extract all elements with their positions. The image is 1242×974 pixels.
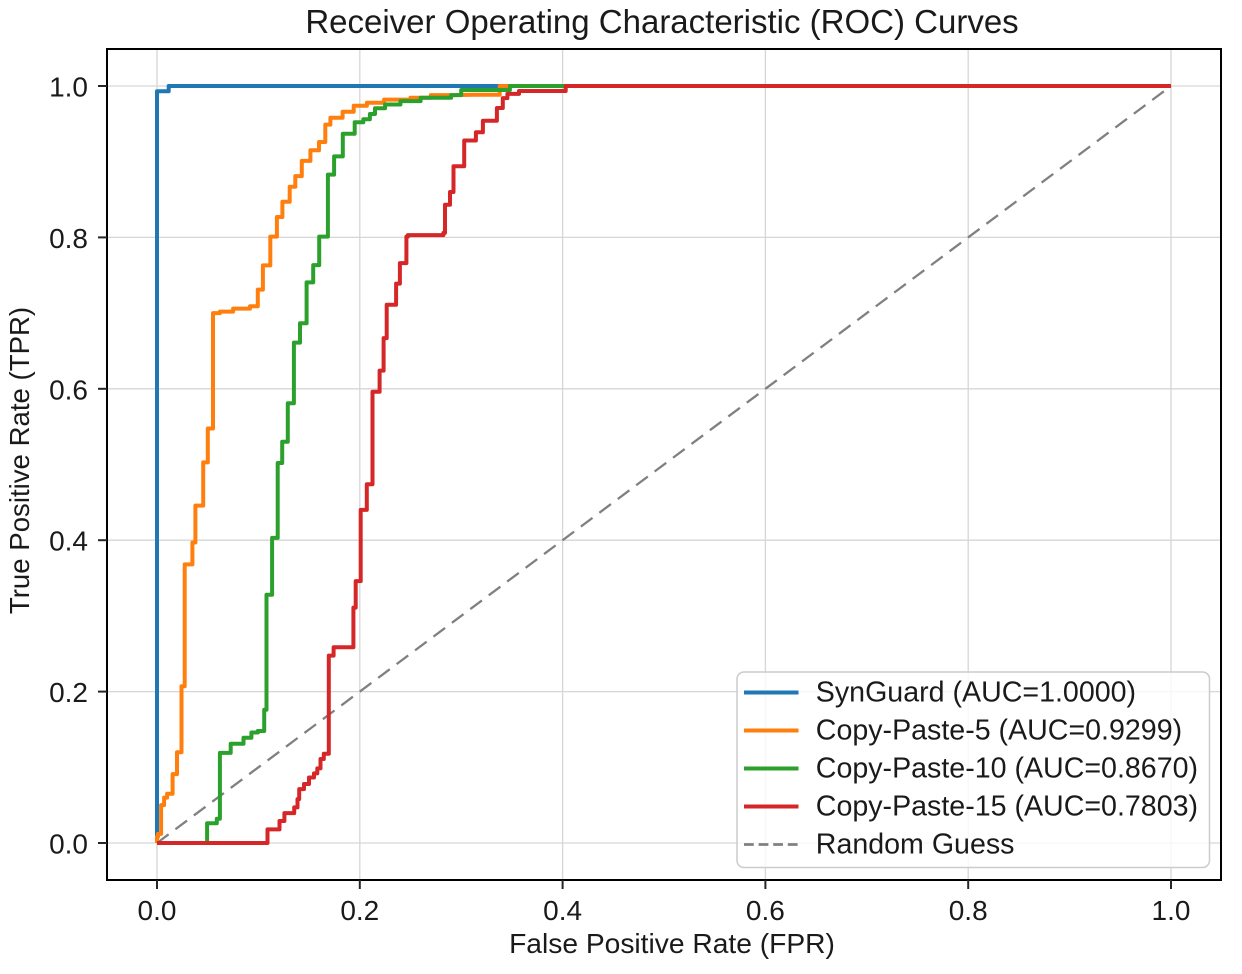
svg-text:Copy-Paste-10 (AUC=0.8670): Copy-Paste-10 (AUC=0.8670) (816, 753, 1198, 785)
svg-text:Receiver Operating Characteris: Receiver Operating Characteristic (ROC) … (305, 3, 1018, 40)
svg-text:0.2: 0.2 (340, 895, 379, 926)
svg-text:0.8: 0.8 (949, 895, 988, 926)
svg-text:0.0: 0.0 (49, 829, 88, 860)
svg-text:False Positive Rate (FPR): False Positive Rate (FPR) (509, 927, 835, 959)
svg-text:Copy-Paste-5 (AUC=0.9299): Copy-Paste-5 (AUC=0.9299) (816, 715, 1182, 747)
svg-text:0.6: 0.6 (49, 374, 88, 405)
svg-text:Copy-Paste-15 (AUC=0.7803): Copy-Paste-15 (AUC=0.7803) (816, 791, 1198, 823)
svg-text:True Positive Rate (TPR): True Positive Rate (TPR) (4, 307, 35, 614)
svg-text:0.2: 0.2 (49, 677, 88, 708)
svg-text:0.4: 0.4 (49, 526, 88, 557)
svg-text:0.8: 0.8 (49, 223, 88, 254)
svg-text:0.4: 0.4 (543, 895, 582, 926)
svg-text:1.0: 1.0 (49, 72, 88, 103)
svg-text:0.6: 0.6 (746, 895, 785, 926)
svg-text:Random Guess: Random Guess (816, 829, 1015, 861)
svg-text:SynGuard (AUC=1.0000): SynGuard (AUC=1.0000) (816, 677, 1136, 709)
svg-text:1.0: 1.0 (1152, 895, 1191, 926)
svg-text:0.0: 0.0 (138, 895, 177, 926)
